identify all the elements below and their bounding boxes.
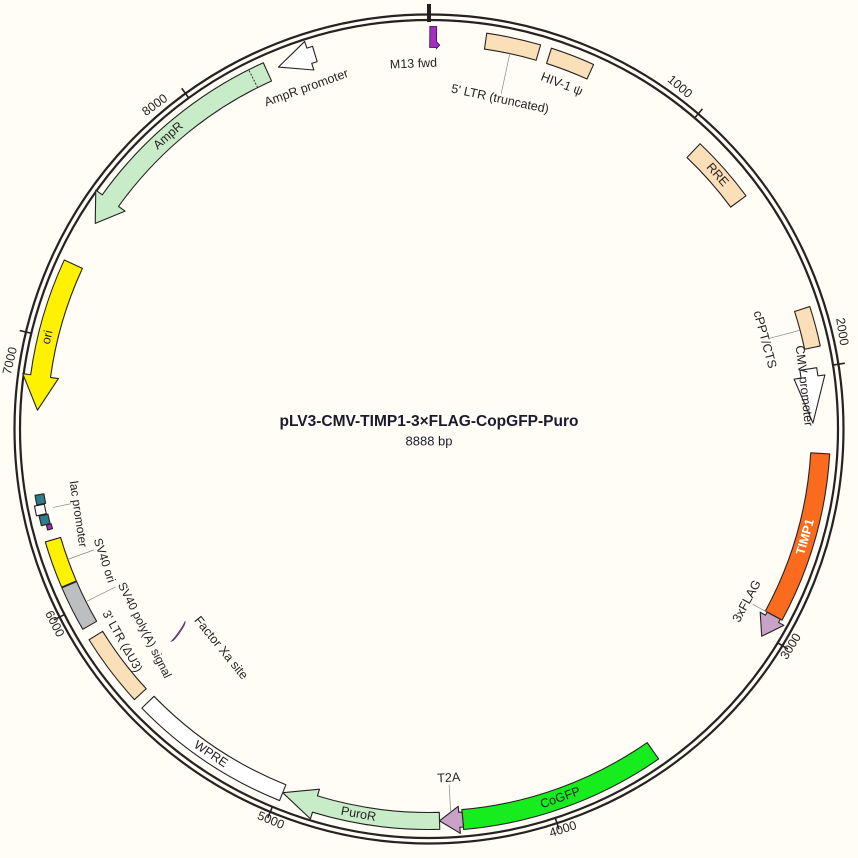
svg-text:cPPT/CTS: cPPT/CTS [751, 309, 780, 370]
svg-text:T2A: T2A [437, 770, 461, 785]
svg-text:M13 fwd: M13 fwd [390, 56, 438, 72]
svg-text:4000: 4000 [547, 818, 578, 840]
svg-text:3xFLAG: 3xFLAG [730, 578, 764, 625]
svg-text:lac promoter: lac promoter [67, 480, 91, 548]
svg-text:SV40 ori: SV40 ori [91, 536, 119, 584]
svg-text:Factor Xa site: Factor Xa site [191, 613, 251, 682]
svg-text:5000: 5000 [255, 808, 286, 832]
svg-text:7000: 7000 [0, 346, 20, 376]
svg-text:1000: 1000 [665, 72, 695, 101]
svg-text:5' LTR (truncated): 5' LTR (truncated) [450, 82, 550, 117]
svg-text:AmpR promoter: AmpR promoter [262, 66, 350, 109]
svg-text:8000: 8000 [139, 91, 170, 119]
svg-text:2000: 2000 [833, 317, 851, 347]
